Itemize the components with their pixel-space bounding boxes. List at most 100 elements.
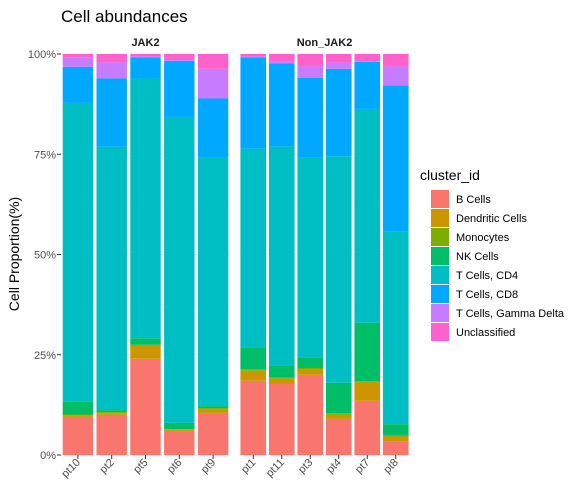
bar-segment xyxy=(325,418,352,455)
bar-segment xyxy=(297,157,324,358)
legend-swatch xyxy=(431,323,449,341)
bar-segment xyxy=(96,62,127,79)
bar-segment xyxy=(130,344,161,346)
bar-segment xyxy=(130,57,161,79)
bar-segment xyxy=(62,416,94,455)
bar-segment xyxy=(268,54,295,62)
bar-segment xyxy=(297,54,324,67)
bar-segment xyxy=(268,146,295,366)
legend-swatch xyxy=(431,247,449,265)
bar-segment xyxy=(197,98,229,158)
plot-area: 0% 25% 50% 75% 100% JAK2 pt10 pt2 pt5 pt6 pt9 Non_J… xyxy=(28,33,410,480)
bar-segment xyxy=(197,412,229,455)
legend-label: Dendritic Cells xyxy=(456,213,527,225)
x-tick-label: pt5 xyxy=(131,457,150,476)
bar-segment xyxy=(96,412,127,414)
legend-swatch xyxy=(431,304,449,322)
x-tick-label: pt2 xyxy=(98,457,117,476)
bar-segment xyxy=(354,322,381,382)
x-tick-label: pt6 xyxy=(165,457,184,476)
bar-segment xyxy=(197,406,229,409)
bar-segment xyxy=(164,54,195,61)
x-tick-label: pt9 xyxy=(199,457,218,476)
x-tick-label: pt7 xyxy=(353,457,372,476)
legend-label: NK Cells xyxy=(456,251,499,263)
bar-segment xyxy=(164,430,195,455)
bar-segment xyxy=(382,66,409,86)
legend-title: cluster_id xyxy=(420,167,480,183)
bar-segment xyxy=(268,378,295,385)
bar-segment xyxy=(382,231,409,425)
facet-strip xyxy=(61,33,230,52)
bar-segment xyxy=(354,61,381,109)
facet-label: Non_JAK2 xyxy=(297,37,353,49)
bar-segment xyxy=(382,424,409,435)
y-tick-label: 0% xyxy=(40,450,56,462)
bar-segment xyxy=(62,415,94,417)
x-tick-label: pt11 xyxy=(264,457,287,480)
bar-segment xyxy=(197,68,229,99)
bar-segment xyxy=(96,146,127,411)
bar-segment xyxy=(240,370,267,381)
bar-segment xyxy=(62,54,94,58)
legend-label: T Cells, CD4 xyxy=(456,270,518,282)
bar-segment xyxy=(325,414,352,419)
legend-label: B Cells xyxy=(456,194,491,206)
legend-label: Monocytes xyxy=(456,232,510,244)
legend-label: T Cells, Gamma Delta xyxy=(456,308,565,320)
bar-segment xyxy=(197,408,229,410)
bar-segment xyxy=(130,54,161,57)
bar-segment xyxy=(164,422,195,430)
bar-segment xyxy=(325,68,352,157)
bar-segment xyxy=(164,429,195,431)
bar-segment xyxy=(197,157,229,407)
legend-label: Unclassified xyxy=(456,327,515,339)
bar-segment xyxy=(197,54,229,69)
bar-segment xyxy=(297,357,324,368)
legend-swatch xyxy=(431,266,449,284)
legend-swatch xyxy=(431,209,449,227)
x-tick-label: pt1 xyxy=(239,457,258,476)
bar-segment xyxy=(96,54,127,63)
bar-segment xyxy=(268,384,295,455)
bar-segment xyxy=(325,62,352,69)
bar-segment xyxy=(96,410,127,413)
bar-segment xyxy=(240,380,267,455)
bar-segment xyxy=(382,441,409,455)
chart-title: Cell abundances xyxy=(61,7,188,26)
legend-swatch xyxy=(431,190,449,208)
legend-label: T Cells, CD8 xyxy=(456,289,518,301)
legend-swatch xyxy=(431,285,449,303)
bar-segment xyxy=(130,345,161,359)
bar-segment xyxy=(240,347,267,370)
bar-segment xyxy=(297,66,324,78)
bar-segment xyxy=(240,57,267,149)
y-tick-label: 25% xyxy=(34,350,56,362)
y-axis-title: Cell Proportion(%) xyxy=(6,197,22,311)
bar-segment xyxy=(197,409,229,413)
bar-segment xyxy=(62,57,94,67)
bar-segment xyxy=(62,401,94,415)
bar-segment xyxy=(96,414,127,455)
bar-segment xyxy=(62,66,94,103)
bar-segment xyxy=(268,61,295,64)
bar-segment xyxy=(354,54,381,62)
bar-segment xyxy=(62,414,94,416)
bar-segment xyxy=(240,369,267,371)
x-tick-label: pt8 xyxy=(382,457,401,476)
bar-segment xyxy=(130,358,161,455)
bar-segment xyxy=(62,102,94,402)
bar-segment xyxy=(164,116,195,423)
bar-segment xyxy=(268,63,295,147)
facet-label: JAK2 xyxy=(131,37,159,49)
x-tick-label: pt3 xyxy=(296,457,315,476)
bar-segment xyxy=(325,382,352,414)
bar-segment xyxy=(354,400,381,455)
bar-segment xyxy=(268,365,295,378)
bar-segment xyxy=(96,413,127,415)
bar-segment xyxy=(240,148,267,348)
bar-segment xyxy=(268,377,295,379)
bar-segment xyxy=(382,85,409,232)
bar-segment xyxy=(164,60,195,61)
